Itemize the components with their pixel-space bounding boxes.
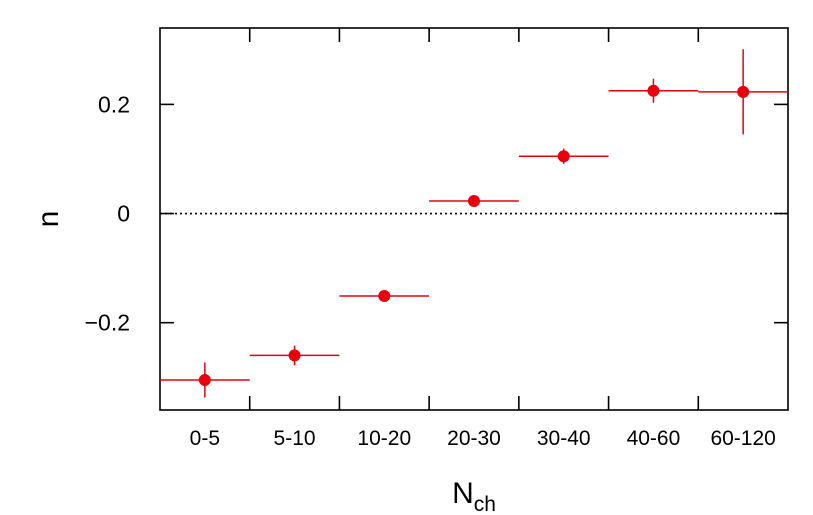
x-axis-label-subscript: ch	[474, 493, 496, 515]
x-tick-label: 60-120	[710, 427, 775, 450]
data-point	[557, 150, 570, 163]
plot-frame	[159, 27, 789, 411]
y-ticks: −0.2 0 0.2	[85, 91, 788, 336]
y-tick-label: 0.2	[98, 91, 130, 117]
x-axis-label: Nch	[452, 477, 496, 515]
y-axis-label: n	[32, 211, 65, 228]
x-axis-label-main: N	[452, 477, 474, 510]
x-ticks: 0-5 5-10 10-20 20-30 30-40 40-60 60-120	[190, 28, 776, 450]
y-tick-label: 0	[117, 201, 130, 227]
x-tick-label: 0-5	[190, 427, 220, 450]
data-point	[198, 373, 211, 386]
data-point	[468, 194, 480, 207]
data-point	[737, 85, 750, 98]
y-tick-label: −0.2	[85, 310, 130, 336]
x-tick-label: 20-30	[447, 427, 501, 450]
x-tick-label: 30-40	[537, 427, 591, 450]
x-tick-label: 10-20	[357, 427, 411, 450]
x-tick-label: 5-10	[274, 427, 316, 450]
data-point	[378, 289, 391, 302]
x-tick-label: 40-60	[627, 427, 681, 450]
data-points	[160, 49, 788, 398]
data-point	[288, 349, 301, 362]
data-point	[647, 84, 660, 97]
